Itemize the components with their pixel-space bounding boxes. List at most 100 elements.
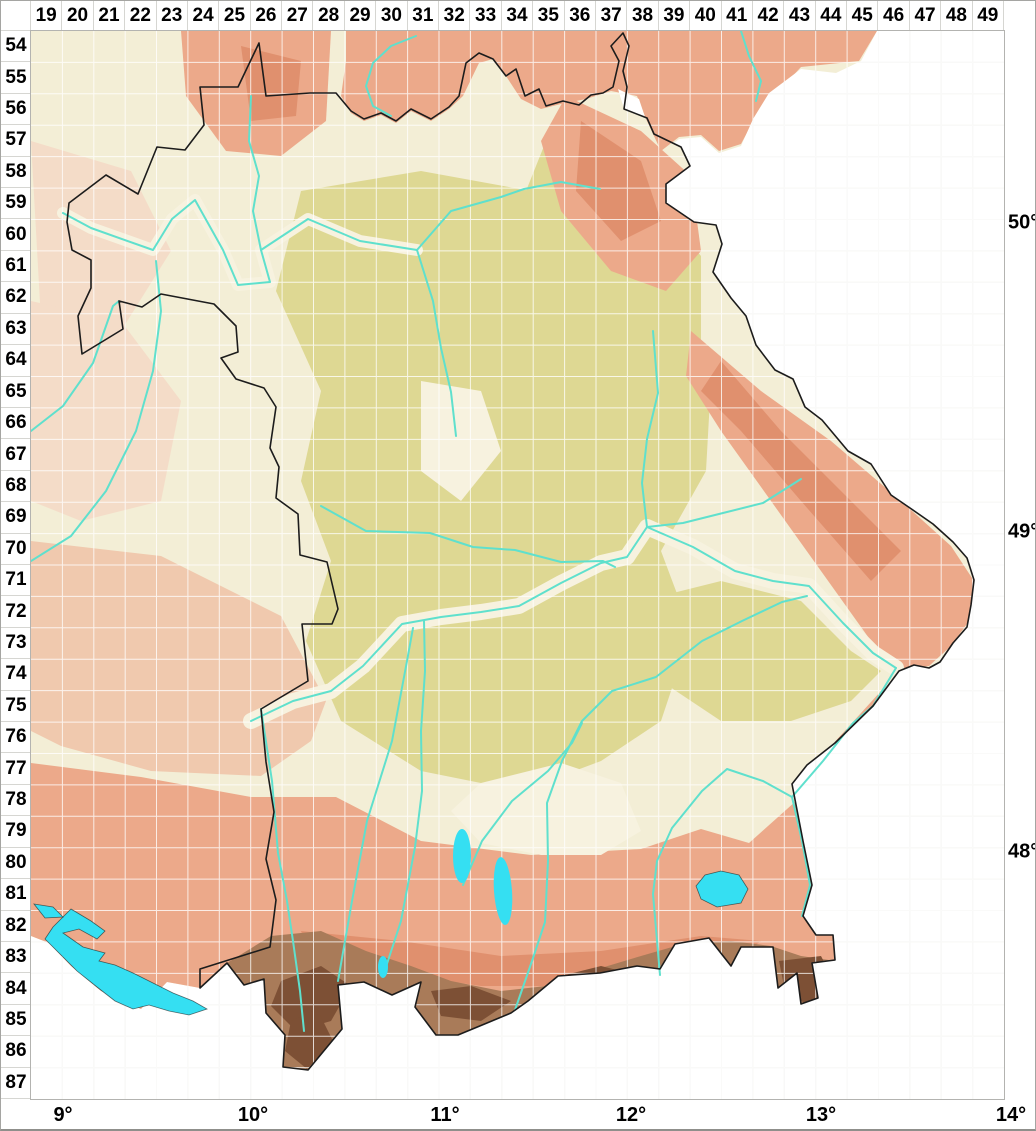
row-label: 77: [1, 753, 31, 785]
column-label: 29: [344, 1, 377, 31]
column-label: 47: [909, 1, 942, 31]
grid-lines-white: [31, 31, 1004, 1099]
altmuehl-river: [320, 505, 616, 568]
column-label: 38: [627, 1, 659, 31]
munich-gravel-plain: [451, 763, 641, 855]
column-label: 35: [533, 1, 565, 31]
row-label: 63: [1, 313, 31, 346]
regen-river: [646, 478, 802, 528]
iller-river: [260, 708, 305, 1032]
alps-ridge-berchtesgaden: [779, 956, 837, 1007]
column-label: 46: [878, 1, 910, 31]
olive-lower-bavaria: [641, 581, 881, 721]
corner-cell: [1, 1, 31, 31]
row-label: 60: [1, 219, 31, 251]
naab-river: [641, 330, 659, 528]
longitude-label: 14°: [995, 1104, 1027, 1126]
alps-ridge-wetterstein: [431, 986, 511, 1021]
fraenkische-saale-river: [248, 95, 262, 251]
amper-river: [462, 722, 583, 886]
column-label: 30: [376, 1, 408, 31]
row-label: 86: [1, 1036, 31, 1068]
longitude-label: 12°: [615, 1104, 647, 1126]
column-label: 43: [784, 1, 816, 31]
column-label: 32: [439, 1, 471, 31]
row-label: 74: [1, 659, 31, 691]
column-label: 23: [156, 1, 188, 31]
rhoen-core: [241, 46, 301, 121]
lech-river: [382, 620, 426, 977]
lakes: [33, 829, 749, 1016]
column-label: 44: [815, 1, 848, 31]
column-label: 42: [752, 1, 785, 31]
alps-ridge-allgaeu: [271, 966, 351, 1031]
row-label: 62: [1, 282, 31, 314]
bavaria-relief-map: [31, 31, 1004, 1099]
column-label: 22: [125, 1, 157, 31]
latitude-label: 50°: [1008, 211, 1036, 234]
column-label: 33: [470, 1, 502, 31]
upper-main-river: [416, 181, 601, 251]
row-label: 83: [1, 941, 31, 974]
ammersee-lake: [453, 829, 471, 883]
starnberger-see-lake: [493, 857, 513, 925]
row-label: 81: [1, 879, 31, 911]
column-label: 48: [941, 1, 973, 31]
tauber-west-river: [31, 300, 120, 432]
latitude-label: 48°: [1008, 840, 1036, 863]
row-label: 87: [1, 1067, 31, 1099]
column-label: 49: [972, 1, 1004, 31]
column-label: 37: [595, 1, 628, 31]
column-label: 31: [407, 1, 440, 31]
row-label: 54: [1, 31, 31, 63]
wertach-river: [337, 627, 414, 982]
row-label: 80: [1, 847, 31, 880]
row-label: 82: [1, 910, 31, 942]
row-label: 70: [1, 533, 31, 565]
forggensee-lake: [378, 956, 388, 978]
row-label: 67: [1, 439, 31, 471]
row-label: 56: [1, 93, 31, 126]
neckar-region-west-river: [31, 260, 162, 562]
column-label: 26: [250, 1, 283, 31]
row-label: 76: [1, 722, 31, 754]
row-label: 59: [1, 188, 31, 220]
row-label: 64: [1, 345, 31, 377]
longitude-label: 11°: [430, 1104, 460, 1126]
column-label: 21: [93, 1, 126, 31]
row-label: 55: [1, 62, 31, 94]
row-label: 69: [1, 502, 31, 534]
latitude-label: 49°: [1008, 520, 1036, 543]
row-label: 72: [1, 596, 31, 628]
row-label: 85: [1, 1004, 31, 1037]
isar-river: [514, 595, 808, 1011]
rivers: [31, 31, 897, 1032]
row-label: 68: [1, 470, 31, 503]
main-river: [62, 199, 418, 286]
row-label: 61: [1, 250, 31, 283]
lake-constance-arm-lake: [33, 903, 64, 919]
werra-north-river: [365, 35, 417, 117]
column-label: 40: [690, 1, 722, 31]
fichtelgebirge-core: [576, 121, 661, 241]
longitude-label: 13°: [805, 1104, 837, 1126]
salzach-river: [791, 796, 811, 917]
row-label: 71: [1, 565, 31, 597]
lake-constance-lake: [44, 908, 208, 1016]
regnitz-river: [416, 249, 457, 437]
row-label: 57: [1, 125, 31, 157]
row-label: 79: [1, 816, 31, 848]
danube-river: [250, 526, 897, 722]
column-label: 39: [658, 1, 691, 31]
inn-river: [652, 667, 897, 976]
column-label: 24: [187, 1, 220, 31]
row-label: 65: [1, 376, 31, 408]
row-label: 84: [1, 973, 31, 1005]
column-label: 25: [219, 1, 251, 31]
row-label: 78: [1, 784, 31, 817]
chiemsee-lake: [695, 870, 749, 908]
row-label: 73: [1, 627, 31, 660]
saale-north-river: [740, 31, 762, 102]
alps-ridge-allgaeu-tip: [285, 1009, 333, 1069]
